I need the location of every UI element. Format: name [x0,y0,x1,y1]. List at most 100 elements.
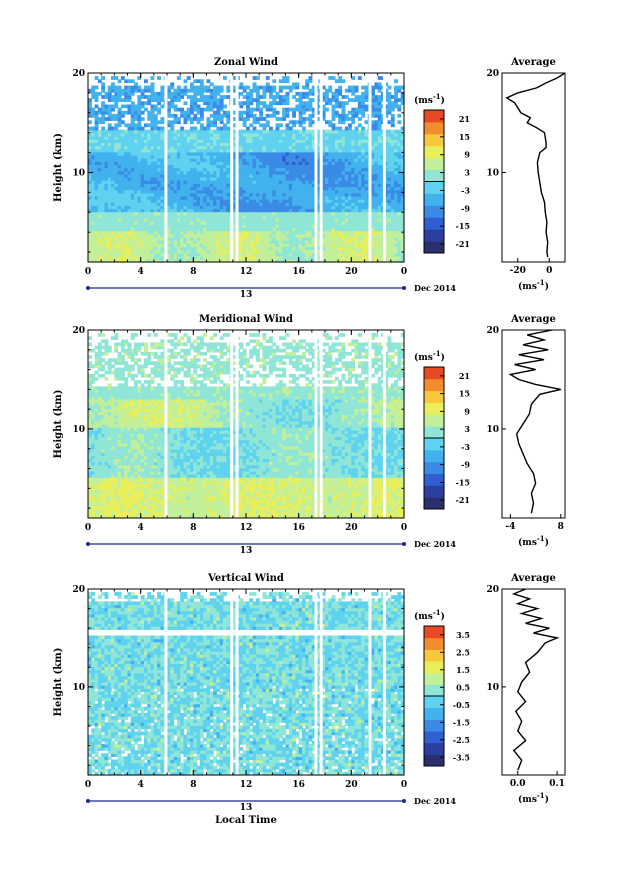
data-gap [164,73,168,262]
colorbar-segment [424,402,444,415]
data-gap [319,73,323,262]
x-tick-label: 8 [190,267,196,277]
colorbar-tick-label: -15 [456,477,470,487]
panel-title: Meridional Wind [199,314,293,325]
colorbar-segment [424,121,444,135]
y-axis-label: Height (km) [53,390,64,459]
date-label: 13 [240,290,253,300]
average-profile-line [505,72,566,258]
colorbar-segment [424,181,444,194]
x-tick-label: 0 [401,267,407,277]
x-tick-label: 12 [240,523,253,533]
average-frame [501,588,566,776]
colorbar-unit: (ms-1) [414,349,445,363]
average-frame [501,72,566,263]
colorbar-segment [424,672,444,685]
colorbar-segment [424,661,444,674]
x-tick-label: 4 [138,780,144,790]
date-marker [86,286,90,290]
panel-title: Zonal Wind [214,57,278,68]
panel-title: Vertical Wind [207,573,284,584]
colorbar-segment [424,684,444,697]
colorbar-tick-label: -21 [456,495,470,505]
colorbar-segment [424,205,444,218]
x-tick-label: 16 [292,523,305,533]
colorbar-segment [424,742,444,755]
colorbar-segment [424,754,444,767]
colorbar-tick-label: 2.5 [456,647,470,657]
colorbar-tick-label: 21 [459,114,470,124]
average-title: Average [510,57,556,68]
heatmap-cells [88,592,405,776]
average-x-label: (ms-1) [518,278,549,292]
average-x-tick-label: 0 [546,266,552,276]
average-y-tick-label: 20 [486,585,499,595]
data-gap [368,73,372,262]
panel-meridional: Meridional Wind 0 4 8 12 16 20 0 10 20 Height (km)… [53,314,470,556]
date-suffix: Dec 2014 [414,539,456,549]
colorbar-segment [424,449,444,463]
heatmap-cells [88,76,405,263]
date-label: 13 [240,546,253,556]
colorbar-tick-label: 0.5 [456,682,470,692]
y-tick-label: 20 [72,585,85,595]
colorbar-tick-label: -1.5 [453,717,470,727]
data-gap [314,330,318,518]
x-tick-label: 4 [138,267,144,277]
colorbar-segment [424,497,444,510]
x-tick-label: 0 [85,267,91,277]
average-profile-line [508,329,561,514]
colorbar-tick-label: 3 [464,424,470,434]
x-tick-label: 16 [292,780,305,790]
data-gap [230,330,234,518]
panel-zonal: Zonal Wind 0 4 8 12 16 20 0 10 20 Height (km) 13 Dec… [53,57,470,300]
colorbar-segment [424,390,444,403]
colorbar-segment [424,438,444,451]
colorbar-tick-label: 9 [464,150,470,160]
colorbar-tick-label: 21 [459,371,470,381]
data-gap [368,330,372,518]
heatmap-cells [88,333,405,519]
colorbar-segment [424,193,444,206]
data-gap [230,589,234,775]
colorbar-segment [424,719,444,732]
date-marker [402,799,406,803]
colorbar-tick-label: 15 [459,389,470,399]
colorbar-tick-label: 1.5 [456,665,470,675]
date-label: 13 [240,803,253,813]
date-marker [86,542,90,546]
data-gap [314,73,318,262]
colorbar-segment [424,217,444,230]
data-gap [235,330,239,518]
x-tick-label: 12 [240,267,253,277]
colorbar-segment [424,414,444,427]
y-tick-label: 10 [72,425,85,435]
colorbar-tick-label: 15 [459,132,470,142]
date-marker [86,799,90,803]
average-title: Average [510,573,556,584]
colorbar-tick-label: 9 [464,406,470,416]
average-y-tick-label: 20 [486,69,499,79]
colorbar-segment [424,145,444,159]
average-y-tick-label: 10 [486,425,499,435]
panel-vertical: Vertical Wind 0 4 8 12 16 20 0 10 20 Height (km) 13… [53,573,470,826]
average-y-tick-label: 20 [486,326,499,336]
average-profile-line [511,588,560,771]
date-suffix: Dec 2014 [414,796,456,806]
colorbar-segment [424,485,444,498]
x-tick-label: 8 [190,523,196,533]
colorbar-segment [424,426,444,439]
colorbar-tick-label: -9 [461,460,470,470]
colorbar-tick-label: 3.5 [456,630,470,640]
data-gap [368,589,372,775]
colorbar-tick-label: -3.5 [453,752,470,762]
x-tick-label: 0 [401,523,407,533]
y-axis-label: Height (km) [53,648,64,717]
average-panel-zonal: Average 10 20 -20 0 (ms-1) [486,57,566,292]
average-panel-vertical: Average 10 20 0.0 0.1(ms-1) [486,573,566,805]
colorbar-segment [424,696,444,709]
data-gap [235,589,239,775]
colorbar-segment [424,649,444,662]
data-gap [230,73,234,262]
